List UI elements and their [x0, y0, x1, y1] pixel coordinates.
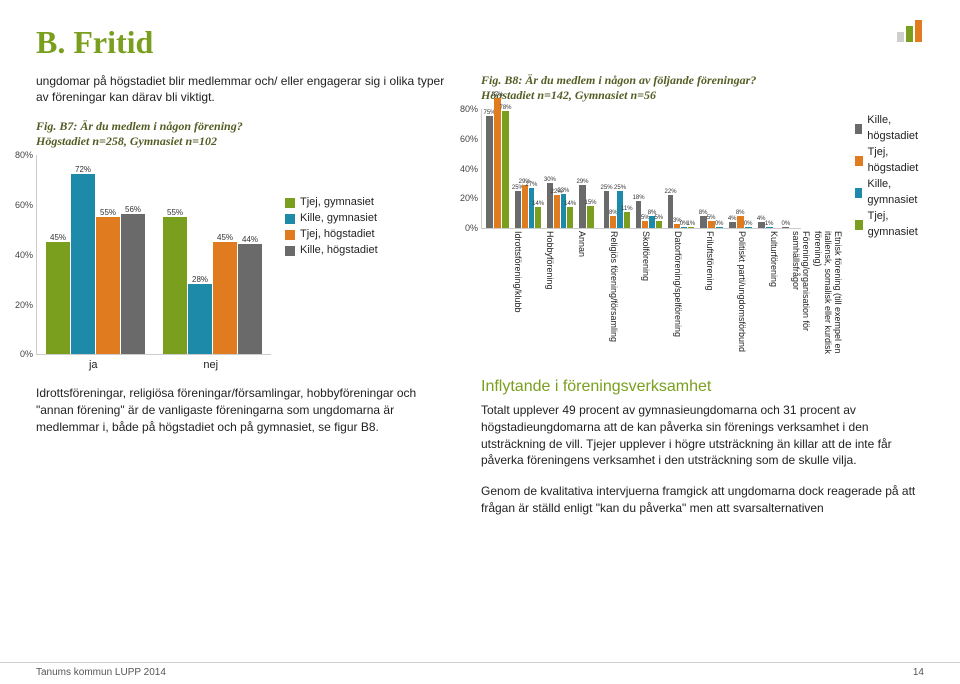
chart-bar: 45% — [213, 242, 237, 355]
chart-bar: 0% — [782, 227, 789, 228]
legend-item: Kille, gymnasiet — [285, 211, 378, 227]
chart-bar: 87% — [494, 98, 501, 229]
b7-category-label: nej — [203, 359, 218, 371]
b7-subtitle: Högstadiet n=258, Gymnasiet n=102 — [36, 134, 451, 149]
logo-icon — [897, 20, 922, 42]
footer-left: Tanums kommun LUPP 2014 — [36, 667, 166, 678]
chart-bar: 15% — [587, 206, 594, 229]
b8-subtitle: Högstadiet n=142, Gymnasiet n=56 — [481, 88, 924, 103]
b8-category-label: Förening/organisation för samhällsfrågor — [779, 229, 811, 364]
legend-item: Kille, högstadiet — [285, 243, 378, 259]
chart-bar: 1% — [688, 227, 694, 229]
chart-bar: 72% — [71, 174, 95, 354]
b8-category-label: Hobbyförening — [523, 229, 555, 364]
chart-bar: 5% — [642, 221, 648, 229]
chart-bar: 55% — [96, 217, 120, 355]
chart-bar: 27% — [529, 188, 535, 229]
chart-bar: 8% — [737, 216, 744, 228]
chart-bar: 25% — [515, 191, 521, 229]
legend-item: Kille, gymnasiet — [855, 177, 924, 209]
legend-item: Tjej, högstadiet — [855, 145, 924, 177]
chart-bar: 56% — [121, 214, 145, 354]
chart-bar: 8% — [700, 216, 707, 228]
chart-bar: 0% — [716, 227, 723, 228]
b7-category-label: ja — [89, 359, 98, 371]
b7-title: Fig. B7: Är du medlem i någon förening? — [36, 119, 451, 134]
b8-category-label: Religiös förening/församling — [587, 229, 619, 364]
chart-bar: 29% — [579, 185, 586, 229]
b8-category-label: Datorförening/spelförening — [651, 229, 683, 364]
chart-bar: 14% — [567, 207, 573, 228]
b8-category-label: Kulturförening — [747, 229, 779, 364]
chart-bar: 0% — [681, 227, 687, 228]
right-p2: Genom de kvalitativa intervjuerna framgi… — [481, 483, 924, 517]
b8-category-label: Politiskt parti/ungdomsförbund — [715, 229, 747, 364]
chart-bar: 44% — [238, 244, 262, 354]
chart-bar: 22% — [554, 195, 560, 228]
legend-item: Tjej, högstadiet — [285, 227, 378, 243]
right-p1: Totalt upplever 49 procent av gymnasieun… — [481, 402, 924, 469]
b8-legend: Kille, högstadietTjej, högstadietKille, … — [855, 113, 924, 241]
b8-category-label: Annan — [555, 229, 587, 364]
b8-chart: 0%20%40%60%80%75%87%78%25%29%27%14%30%22… — [481, 109, 843, 364]
footer-right: 14 — [913, 667, 924, 678]
chart-bar: 75% — [486, 116, 493, 229]
legend-item: Tjej, gymnasiet — [285, 195, 378, 211]
b8-category-label: Idrottsförening/klubb — [491, 229, 523, 364]
legend-item: Tjej, gymnasiet — [855, 209, 924, 241]
chart-bar: 4% — [758, 222, 765, 228]
chart-bar: 0% — [745, 227, 752, 228]
chart-bar: 28% — [188, 284, 212, 354]
page-heading: B. Fritid — [36, 24, 924, 61]
chart-bar: 11% — [624, 212, 630, 229]
b7-chart: 0%20%40%60%80%45%72%55%56%55%28%45%44% j… — [36, 155, 271, 371]
chart-bar: 23% — [561, 194, 567, 229]
chart-bar: 5% — [656, 221, 662, 229]
legend-item: Kille, högstadiet — [855, 113, 924, 145]
para-left: Idrottsföreningar, religiösa föreningar/… — [36, 385, 451, 435]
chart-bar: 14% — [535, 207, 541, 228]
b8-category-label: Etnisk förening (till exempel en italien… — [811, 229, 843, 364]
chart-bar: 5% — [708, 221, 715, 229]
b7-legend: Tjej, gymnasietKille, gymnasietTjej, hög… — [285, 195, 378, 259]
b8-title: Fig. B8: Är du medlem i någon av följand… — [481, 73, 924, 88]
chart-bar: 8% — [610, 216, 616, 228]
chart-bar: 1% — [766, 227, 773, 229]
b8-category-label: Skolförening — [619, 229, 651, 364]
intro-left: ungdomar på högstadiet blir medlemmar oc… — [36, 73, 451, 105]
chart-bar: 45% — [46, 242, 70, 355]
chart-bar: 4% — [729, 222, 736, 228]
right-subheading: Inflytande i föreningsverksamhet — [481, 378, 924, 396]
chart-bar: 55% — [163, 217, 187, 355]
b8-category-label: Friluftsförening — [683, 229, 715, 364]
chart-bar: 29% — [522, 185, 528, 229]
chart-bar: 78% — [502, 111, 509, 228]
